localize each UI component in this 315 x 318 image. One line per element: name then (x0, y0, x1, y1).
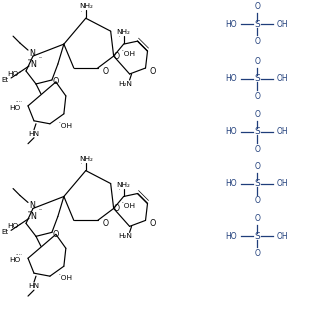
Text: ˙: ˙ (117, 189, 121, 194)
Text: O: O (254, 92, 260, 101)
Text: ˙OH: ˙OH (121, 204, 136, 210)
Text: O: O (254, 2, 260, 11)
Text: O: O (150, 219, 156, 228)
Text: O: O (114, 204, 120, 213)
Text: N: N (29, 201, 35, 210)
Text: HN: HN (28, 283, 39, 289)
Text: OH: OH (277, 20, 289, 29)
Text: ˙: ˙ (117, 37, 121, 42)
Text: S: S (254, 20, 260, 29)
Text: OH: OH (277, 127, 289, 136)
Text: OH: OH (277, 74, 289, 84)
Text: HO: HO (226, 232, 237, 241)
Text: O: O (103, 219, 109, 228)
Text: HO: HO (9, 257, 20, 263)
Text: H₂N: H₂N (119, 233, 133, 239)
Text: HO: HO (9, 105, 20, 111)
Text: OH: OH (277, 232, 289, 241)
Text: O: O (254, 57, 260, 66)
Text: S: S (254, 127, 260, 136)
Text: NH₂: NH₂ (79, 156, 93, 162)
Text: O: O (254, 145, 260, 154)
Text: HO: HO (226, 74, 237, 84)
Text: S: S (254, 232, 260, 241)
Text: HO: HO (7, 71, 18, 77)
Text: O: O (254, 37, 260, 46)
Text: "": "" (28, 211, 32, 216)
Text: O: O (254, 110, 260, 119)
Text: N: N (30, 59, 36, 69)
Text: HN: HN (28, 131, 39, 137)
Text: S: S (254, 179, 260, 188)
Text: NH₂: NH₂ (117, 182, 130, 188)
Text: O: O (103, 66, 109, 75)
Text: OH: OH (277, 179, 289, 188)
Text: O: O (53, 78, 59, 86)
Text: HO: HO (226, 179, 237, 188)
Text: O: O (150, 66, 156, 75)
Text: Et: Et (1, 77, 8, 83)
Text: ˙: ˙ (80, 163, 83, 168)
Text: "": "" (28, 59, 32, 64)
Text: N: N (30, 212, 36, 221)
Text: HO: HO (226, 127, 237, 136)
Text: ˙OH: ˙OH (58, 123, 73, 129)
Text: O: O (254, 249, 260, 258)
Text: ˙OH: ˙OH (58, 275, 73, 281)
Text: O: O (254, 162, 260, 170)
Text: ....: .... (15, 251, 22, 256)
Text: N: N (29, 49, 35, 58)
Text: NH₂: NH₂ (79, 3, 93, 9)
Text: O: O (254, 214, 260, 223)
Text: O: O (114, 52, 120, 60)
Text: "": "" (39, 56, 43, 60)
Text: NH₂: NH₂ (117, 29, 130, 35)
Text: S: S (254, 74, 260, 84)
Text: ˙: ˙ (80, 11, 83, 16)
Text: ˙OH: ˙OH (121, 51, 136, 57)
Text: HO: HO (226, 20, 237, 29)
Text: ....: .... (15, 98, 22, 103)
Text: O: O (53, 230, 59, 239)
Text: Et: Et (1, 229, 8, 235)
Text: H₂N: H₂N (119, 81, 133, 87)
Text: O: O (254, 197, 260, 205)
Text: "": "" (39, 208, 43, 212)
Text: HO: HO (7, 223, 18, 229)
